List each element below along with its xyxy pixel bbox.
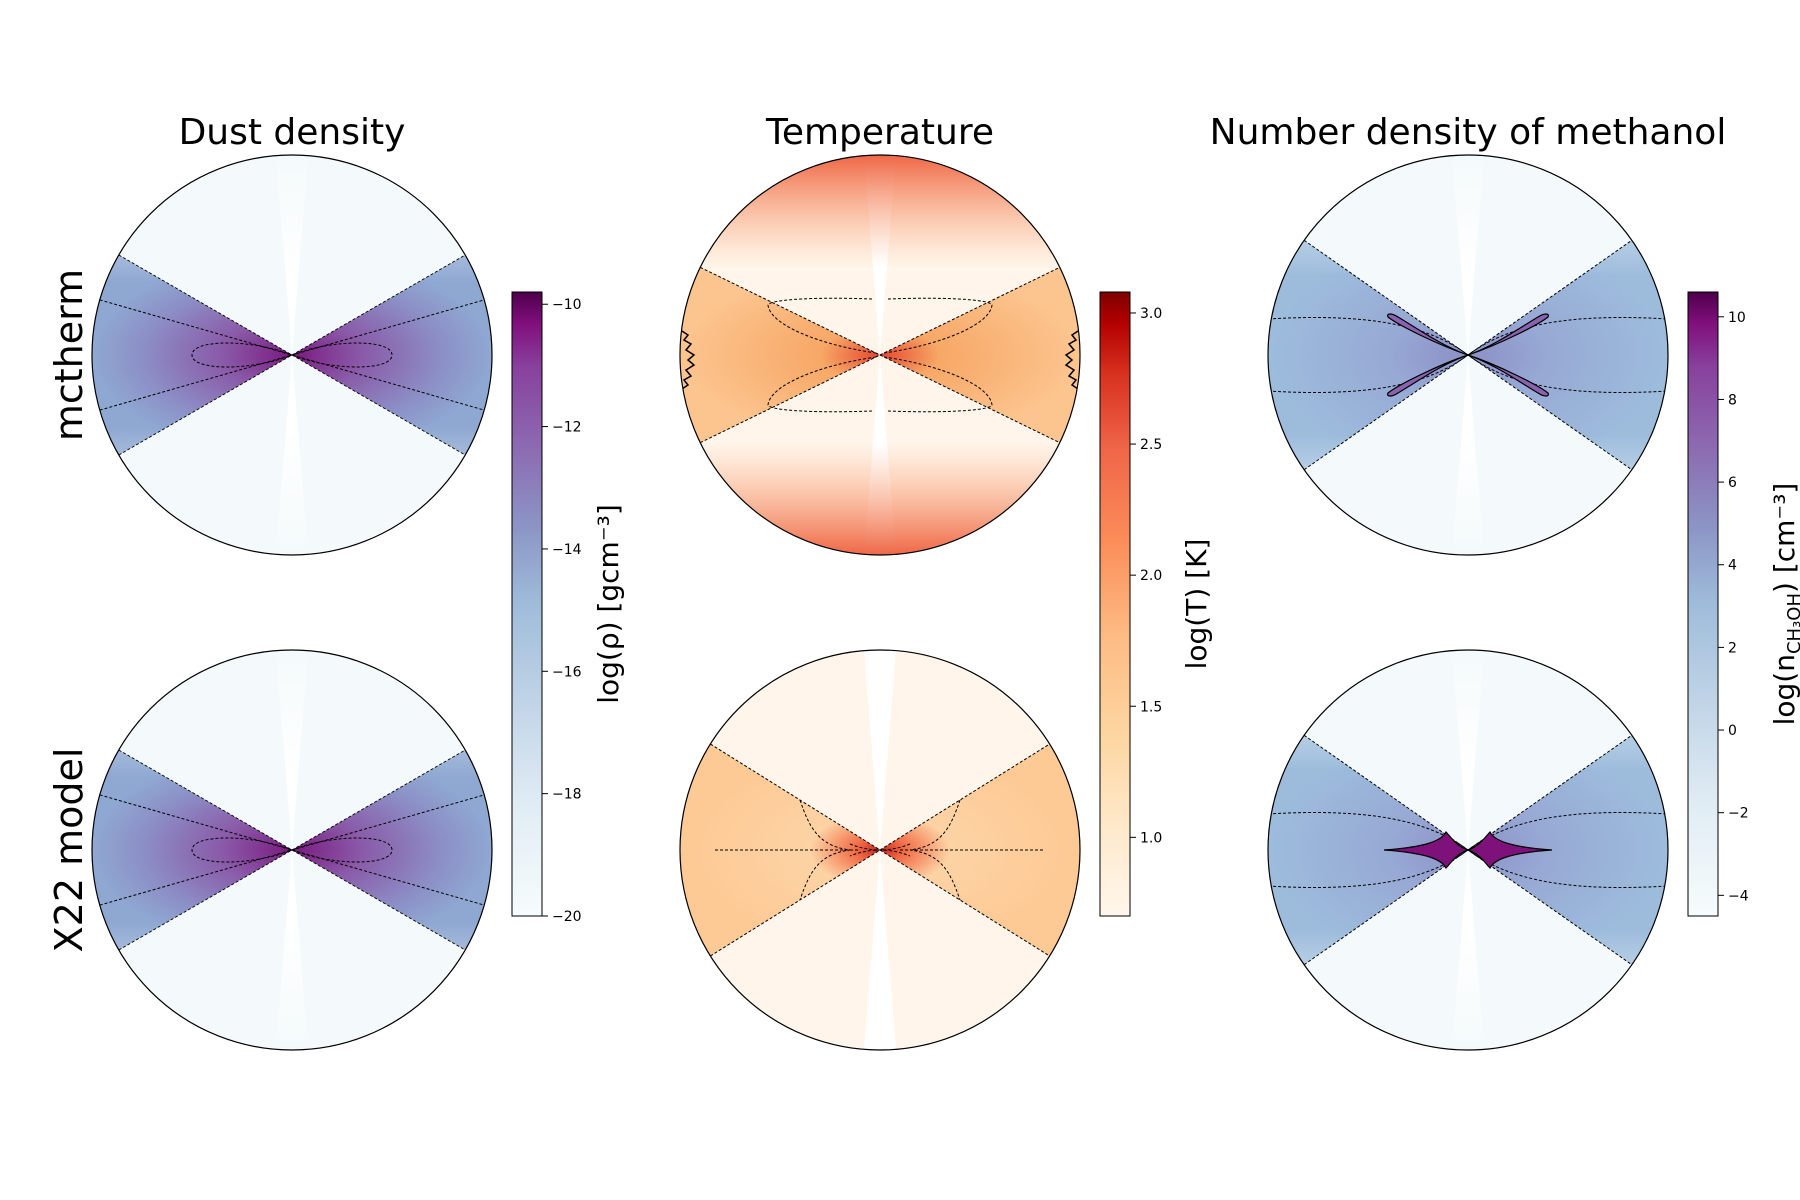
colorbar-tick-label: 8 xyxy=(1728,392,1737,408)
colorbar-2: 10 8 6 4 2 0 −2 −4 log(nCH₃OH) [cm⁻³] xyxy=(1687,291,1800,917)
colorbar-tick-label: 4 xyxy=(1728,558,1737,574)
contour-right-lower xyxy=(883,356,993,413)
panel-outline xyxy=(91,154,493,556)
colorbar-tick-label: −16 xyxy=(552,664,582,680)
boundary-rays xyxy=(700,266,1060,444)
contour-rays xyxy=(99,794,485,906)
panel-outline xyxy=(679,154,1081,556)
inner-contour xyxy=(191,837,393,863)
contour-left-lower xyxy=(767,356,877,413)
noise-contour-right xyxy=(1064,330,1079,390)
colorbar-tick-label: 2.0 xyxy=(1140,568,1162,584)
colorbar-tick-label: −10 xyxy=(552,297,582,313)
colorbar-tick-label: 3.0 xyxy=(1140,306,1162,322)
colorbar-tick-label: 10 xyxy=(1728,310,1746,326)
contour-right-upper xyxy=(883,297,993,354)
noise-contour-left xyxy=(681,330,696,390)
panel-0-1 xyxy=(91,649,493,1051)
colorbar-label: log(T) [K] xyxy=(1180,539,1213,670)
hot-contour-right xyxy=(879,843,911,857)
methanol-peak-lobe-1 xyxy=(1467,354,1549,397)
panel-1-0 xyxy=(679,154,1081,556)
colorbar-gradient xyxy=(511,291,543,917)
colorbar-tick-label: −18 xyxy=(552,787,582,803)
colorbar-tick-label: 2 xyxy=(1728,640,1737,656)
colorbar-tick-label: −12 xyxy=(552,420,582,436)
panel-2-0 xyxy=(1267,154,1669,556)
methanol-peak-lobe-2 xyxy=(1387,313,1469,356)
colorbar-tick-label: 1.0 xyxy=(1140,830,1162,846)
panel-1-1 xyxy=(679,649,1081,1051)
colorbar-tick-label: 6 xyxy=(1728,475,1737,491)
colorbar-tick-label: −20 xyxy=(552,909,582,925)
row-label-1: X22 model xyxy=(47,748,91,953)
colorbar-tick-label: 0 xyxy=(1728,723,1737,739)
panel-0-0 xyxy=(91,154,493,556)
panel-2-1 xyxy=(1267,649,1669,1051)
panel-outline xyxy=(679,649,1081,1051)
colorbar-gradient xyxy=(1099,291,1131,917)
colorbar-1: 3.0 2.5 2.0 1.5 1.0 log(T) [K] xyxy=(1099,291,1213,917)
methanol-peak-1 xyxy=(1383,830,1470,870)
colorbar-tick-label: −14 xyxy=(552,542,582,558)
panel-outline xyxy=(1267,649,1669,1051)
contour-left-upper xyxy=(767,297,877,354)
panel-outline xyxy=(91,649,493,1051)
panel-outline xyxy=(1267,154,1669,556)
colorbar-label: log(ρ) [gcm⁻³] xyxy=(592,504,625,704)
colorbar-gradient xyxy=(1687,291,1719,917)
contour-left xyxy=(799,799,851,901)
colorbar-tick-label: 2.5 xyxy=(1140,437,1162,453)
methanol-peak-0 xyxy=(1466,830,1553,870)
methanol-peak-lobe-0 xyxy=(1467,313,1549,356)
contour-rays xyxy=(99,299,485,411)
column-title-1: Temperature xyxy=(765,112,994,153)
column-title-2: Number density of methanol xyxy=(1210,112,1727,153)
colorbar-0: −10 −12 −14 −16 −18 −20 log(ρ) [gcm⁻³] xyxy=(511,291,625,925)
inner-contour xyxy=(191,342,393,368)
row-label-0: mctherm xyxy=(47,269,91,441)
column-title-0: Dust density xyxy=(179,112,406,153)
contour-right xyxy=(909,799,961,901)
colorbar-label: log(nCH₃OH) [cm⁻³] xyxy=(1768,483,1800,726)
colorbar-tick-label: 1.5 xyxy=(1140,699,1162,715)
colorbar-tick-label: −4 xyxy=(1728,888,1749,904)
methanol-peak-lobe-3 xyxy=(1387,354,1469,397)
colorbar-tick-label: −2 xyxy=(1728,806,1749,822)
